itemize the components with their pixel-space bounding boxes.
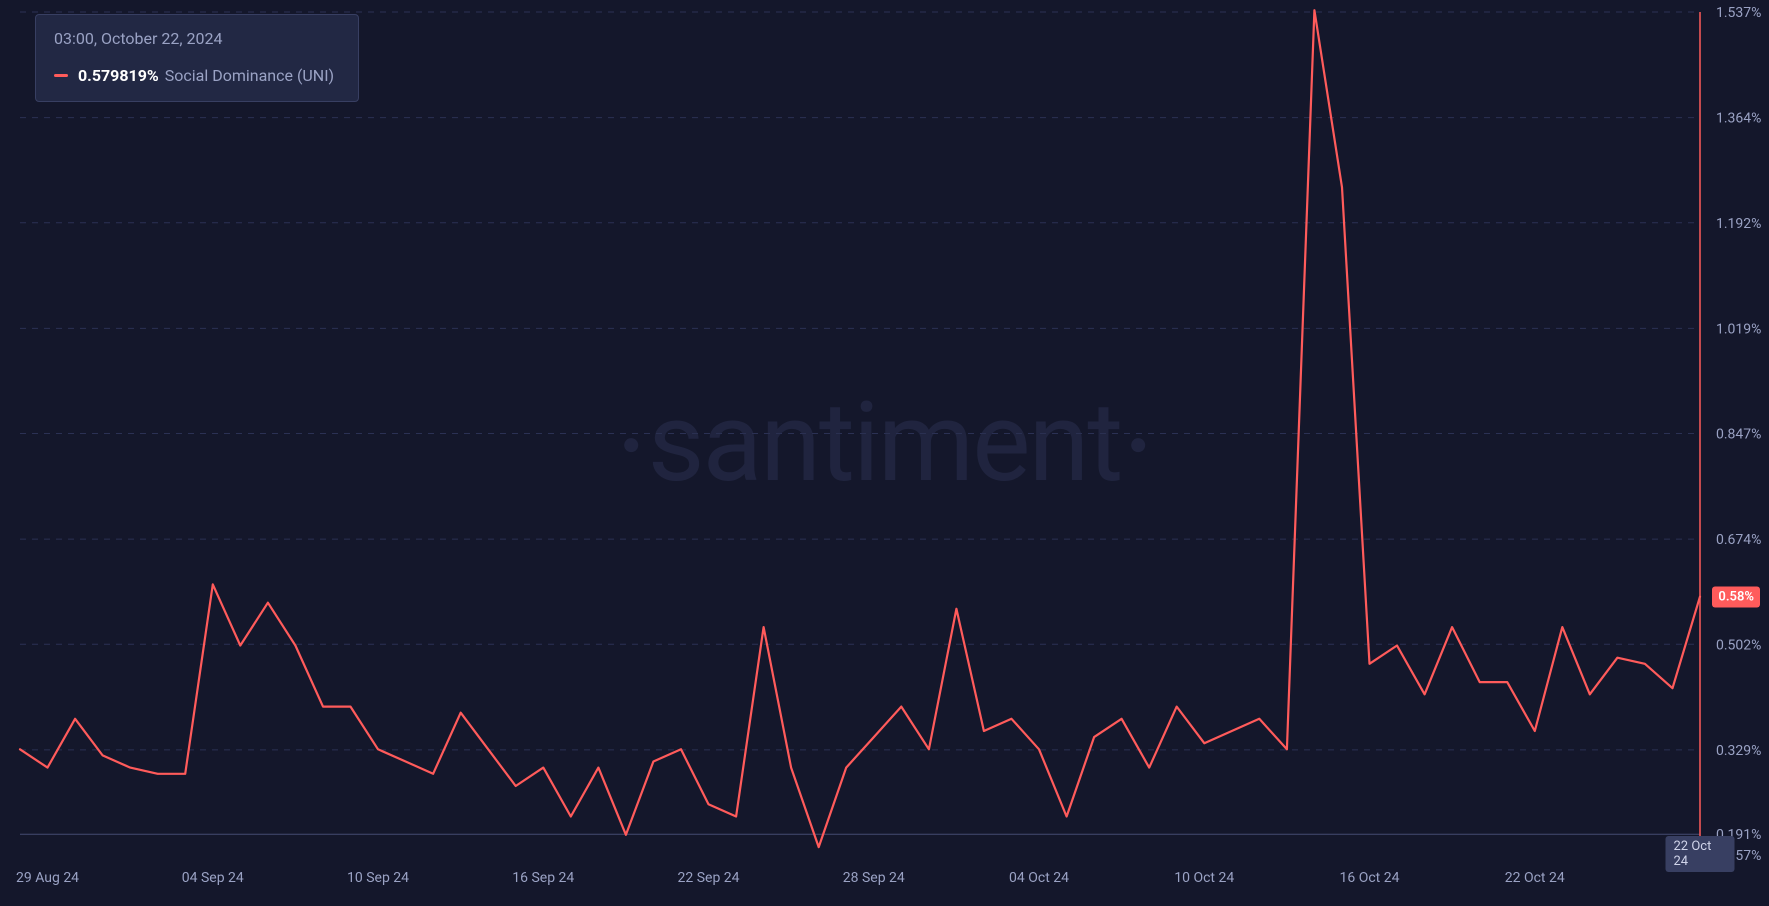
x-axis-tick-label: 28 Sep 24 [843,870,905,886]
chart-container[interactable]: santiment 1.537%1.364%1.192%1.019%0.847%… [0,0,1769,906]
y-axis-tick-label: 0.674% [1716,532,1761,548]
x-axis-tick-label: 10 Oct 24 [1174,870,1234,886]
chart-svg: 1.537% 1.364% 1.192% 1.019% 0.847% 0.674% 0.50… [0,0,1769,906]
x-axis-tick-label: 16 Sep 24 [512,870,574,886]
y-axis-tick-label: 0.329% [1716,743,1761,759]
y-axis-tick-label: 0.502% [1716,637,1761,653]
series-line [20,10,1700,847]
x-axis-tick-label: 22 Sep 24 [678,870,740,886]
series-color-swatch [54,74,68,77]
tooltip: 03:00, October 22, 2024 0.579819% Social… [35,14,359,102]
x-axis-tick-label: 10 Sep 24 [347,870,409,886]
tooltip-timestamp: 03:00, October 22, 2024 [54,29,334,48]
current-date-badge: 22 Oct 24 [1666,836,1735,872]
y-axis-tick-label: 1.537% [1716,5,1761,21]
x-axis-tick-label: 04 Oct 24 [1009,870,1069,886]
y-axis-tick-label: 1.192% [1716,216,1761,232]
x-axis-tick-label: 04 Sep 24 [182,870,244,886]
x-axis-tick-label: 16 Oct 24 [1340,870,1400,886]
x-axis-tick-label: 29 Aug 24 [16,870,79,886]
y-axis-tick-label: 1.019% [1716,321,1761,337]
tooltip-series-row: 0.579819% Social Dominance (UNI) [54,66,334,85]
tooltip-value: 0.579819% [78,66,159,85]
current-value-badge: 0.58% [1712,586,1760,607]
tooltip-series-label: Social Dominance (UNI) [165,66,334,85]
y-axis-tick-label: 1.364% [1716,111,1761,127]
y-axis-tick-label: 0.847% [1716,427,1761,443]
x-axis-tick-label: 22 Oct 24 [1505,870,1565,886]
